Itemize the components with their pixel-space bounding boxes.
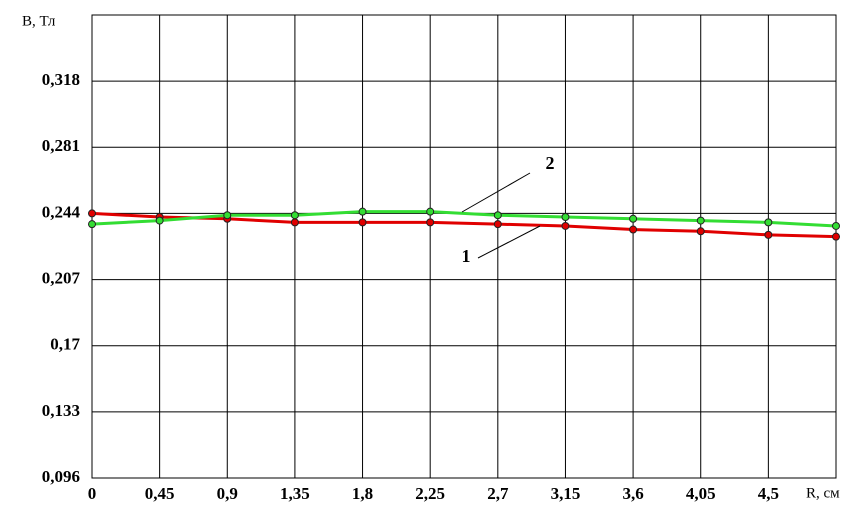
series-label: 2 [546, 153, 555, 173]
x-axis-label: R, см [806, 485, 840, 501]
x-tick-label: 3,15 [551, 484, 581, 503]
x-tick-label: 4,5 [758, 484, 779, 503]
leader-line [461, 172, 531, 213]
data-point [88, 220, 96, 229]
data-point [764, 218, 773, 227]
x-tick-label: 0,45 [145, 484, 175, 503]
data-point [629, 225, 638, 234]
data-point [88, 209, 96, 218]
data-point [358, 207, 367, 216]
x-tick-label: 2,7 [487, 484, 509, 503]
data-point [561, 213, 570, 222]
data-point [832, 232, 840, 241]
data-point [493, 211, 502, 220]
x-tick-label: 4,05 [686, 484, 716, 503]
data-point [764, 230, 773, 239]
y-axis-label: B, Тл [22, 13, 56, 29]
leader-line [477, 225, 541, 259]
data-point [493, 220, 502, 229]
x-tick-label: 2,25 [415, 484, 445, 503]
data-point [696, 216, 705, 225]
y-tick-label: 0,133 [42, 401, 80, 420]
data-point [358, 218, 367, 227]
data-point [696, 227, 705, 236]
x-tick-label: 3,6 [622, 484, 643, 503]
y-tick-label: 0,207 [42, 268, 81, 287]
data-point [290, 211, 299, 220]
y-tick-label: 0,281 [42, 136, 80, 155]
data-point [629, 214, 638, 223]
series-line [91, 210, 837, 228]
y-tick-label: 0,318 [42, 70, 80, 89]
y-tick-label: 0,096 [42, 467, 80, 486]
data-point [223, 211, 232, 220]
series-label: 1 [462, 246, 471, 266]
data-point [832, 221, 840, 230]
y-tick-label: 0,17 [50, 335, 80, 354]
data-point [561, 221, 570, 230]
data-point [155, 216, 164, 225]
x-tick-label: 0,9 [217, 484, 238, 503]
y-tick-label: 0,244 [42, 202, 81, 221]
data-point [426, 207, 435, 216]
series-line [91, 211, 837, 239]
data-point [426, 218, 435, 227]
x-tick-label: 1,8 [352, 484, 373, 503]
x-tick-label: 0 [88, 484, 97, 503]
x-tick-label: 1,35 [280, 484, 310, 503]
data-point [290, 218, 299, 227]
